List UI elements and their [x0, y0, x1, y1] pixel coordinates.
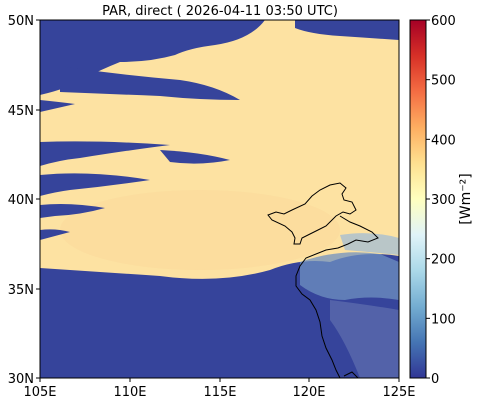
cloud-thick-southeast: [330, 300, 399, 378]
x-tick-label: 125E: [382, 385, 415, 400]
cloud-streak-5: [160, 150, 230, 164]
cloud-thin-east-2: [340, 233, 399, 255]
x-tick-label: 110E: [113, 385, 146, 400]
y-axis: 50N 45N 40N 35N 30N: [8, 14, 40, 387]
colorbar-label: [Wm⁻²]: [458, 173, 474, 224]
y-tick-label: 50N: [8, 14, 34, 29]
figure-title: PAR, direct ( 2026-04-11 03:50 UTC): [102, 4, 338, 19]
cloud-streak-3: [40, 204, 105, 218]
cloud-thin-east: [300, 252, 399, 300]
colorbar-tick-label: 0: [431, 372, 439, 387]
cloud-streak-1: [40, 141, 170, 166]
cloud-streak-4: [40, 229, 70, 240]
coastline-island: [343, 371, 359, 378]
colorbar-scale: [409, 19, 427, 379]
x-tick-label: 115E: [203, 385, 236, 400]
colorbar-tick-label: 400: [431, 133, 456, 148]
colorbar-tick-label: 600: [431, 14, 456, 29]
y-tick-label: 40N: [8, 193, 34, 208]
colorbar-tick-label: 200: [431, 253, 456, 268]
y-tick-label: 30N: [8, 372, 34, 387]
y-tick-label: 45N: [8, 104, 34, 119]
colorbar-tick-label: 100: [431, 312, 456, 327]
cloud-patch-west-1: [40, 100, 75, 112]
x-tick-label: 120E: [292, 385, 325, 400]
y-tick-label: 35N: [8, 283, 34, 298]
cloud-streak-2: [40, 173, 150, 196]
map-area: [40, 20, 399, 378]
cloud-region-northeast: [295, 20, 399, 40]
high-par-zone: [60, 190, 340, 270]
x-tick-label: 105E: [23, 385, 56, 400]
coastline: [267, 182, 379, 378]
colorbar-tick-label: 300: [431, 193, 456, 208]
colorbar: 0 100 200 300 400 500 600 [Wm⁻²]: [409, 14, 474, 387]
cloud-band-north-2: [60, 66, 240, 100]
colorbar-tick-label: 500: [431, 74, 456, 89]
x-axis: 105E 110E 115E 120E 125E: [23, 378, 416, 400]
colorbar-ticks: 0 100 200 300 400 500 600: [426, 14, 456, 387]
cloud-region-north: [40, 20, 265, 95]
